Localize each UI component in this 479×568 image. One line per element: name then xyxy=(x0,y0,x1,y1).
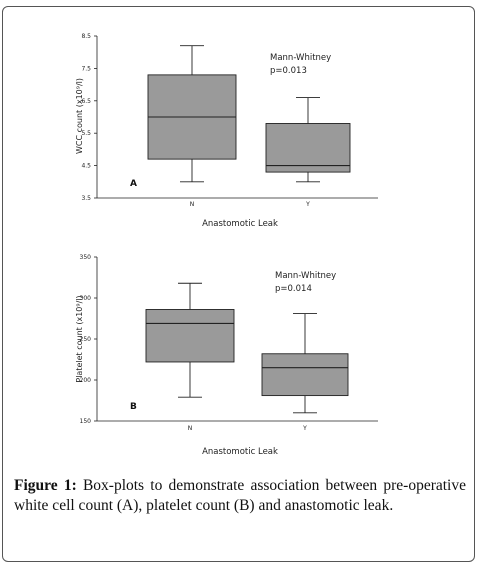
box-plots xyxy=(147,45,351,183)
y-tick-label: 350 xyxy=(80,254,92,261)
y-tick-label: 5.5 xyxy=(81,130,91,137)
x-axis-title: Anastomotic Leak xyxy=(202,447,278,457)
figure-plots: 3.54.55.56.57.58.5 Mann-Whitney p=0.013 … xyxy=(75,33,378,457)
y-tick-label: 150 xyxy=(80,418,92,425)
annotation-pvalue: p=0.013 xyxy=(270,66,307,76)
caption-label: Figure 1: xyxy=(14,477,77,494)
y-tick-label: 6.5 xyxy=(81,98,91,105)
x-tick-label: N xyxy=(190,201,195,208)
x-tick-label: Y xyxy=(302,425,307,432)
figure-frame xyxy=(2,6,475,562)
y-tick-label: 4.5 xyxy=(81,163,91,170)
annotation-test: Mann-Whitney xyxy=(275,271,336,281)
x-tick-label: N xyxy=(188,425,193,432)
x-axis-title: Anastomotic Leak xyxy=(202,219,278,229)
box-plots xyxy=(145,282,349,414)
box-iqr xyxy=(145,309,235,363)
annotation-pvalue: p=0.014 xyxy=(275,284,312,294)
y-tick-label: 7.5 xyxy=(81,65,91,72)
y-tick-label: 200 xyxy=(80,377,92,384)
x-tick-label: Y xyxy=(305,201,310,208)
box-iqr xyxy=(265,123,351,173)
y-tick-label: 8.5 xyxy=(81,33,91,40)
y-axis-title: Platelet count (x10⁹/l) xyxy=(75,295,84,382)
y-tick-label: 3.5 xyxy=(81,195,91,202)
y-tick-label: 300 xyxy=(80,295,92,302)
y-ticks: 150 200 250 300 350 xyxy=(80,254,97,425)
panel-label: B xyxy=(130,402,137,412)
y-ticks: 3.5 4.5 5.5 6.5 7.5 8.5 xyxy=(81,33,97,202)
caption-text: Box-plots to demonstrate association bet… xyxy=(14,477,466,514)
y-axis-title: WCC count (x10⁹/l) xyxy=(75,78,84,154)
y-tick-label: 250 xyxy=(80,336,92,343)
figure-caption: Figure 1: Box-plots to demonstrate assoc… xyxy=(14,476,466,516)
panel-a-chart: 3.54.55.56.57.58.5 Mann-Whitney p=0.013 … xyxy=(75,33,378,229)
panel-label: A xyxy=(130,179,137,189)
box-iqr xyxy=(261,353,349,397)
annotation-test: Mann-Whitney xyxy=(270,53,331,63)
panel-b-chart: 150 200 250 300 350 Mann-Whitney p=0.014 B N… xyxy=(75,254,378,457)
